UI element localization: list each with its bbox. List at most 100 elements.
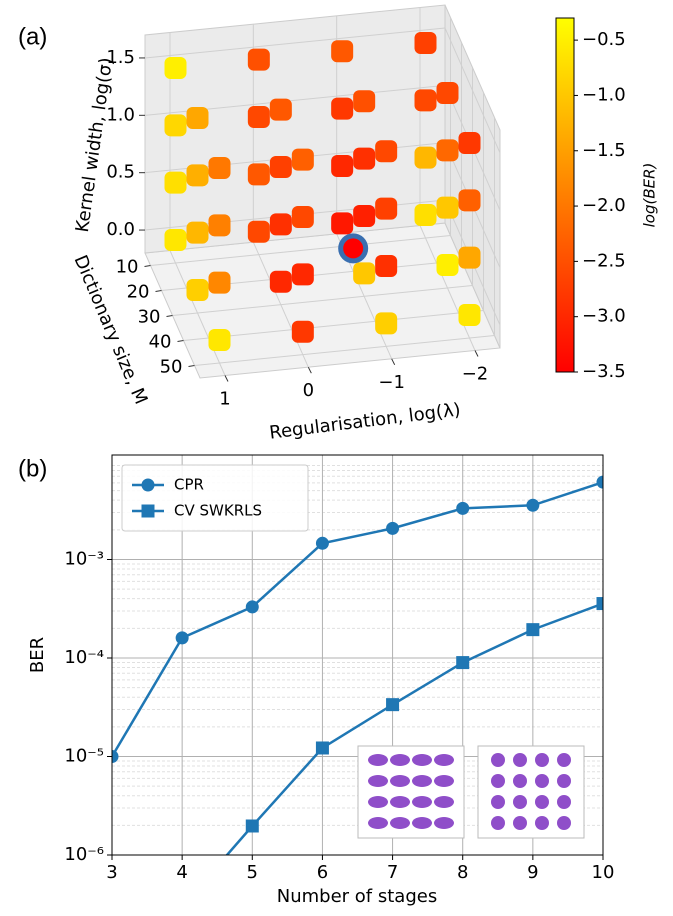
point <box>269 270 292 293</box>
marker <box>176 900 189 913</box>
constellation-cluster <box>535 774 549 788</box>
colorbar <box>555 17 575 373</box>
grid-line <box>150 235 451 266</box>
constellation-cluster <box>390 817 410 829</box>
plot-lines <box>112 475 603 913</box>
legend-marker <box>141 478 155 492</box>
colorbar-label: log(BER) <box>641 163 659 228</box>
x-tick-label: 1 <box>219 389 230 410</box>
grid-line <box>183 310 484 341</box>
point <box>247 48 270 71</box>
point <box>414 146 437 169</box>
constellation-cluster <box>557 753 571 767</box>
point <box>208 156 231 179</box>
marker <box>175 631 189 645</box>
point <box>375 140 398 163</box>
point <box>247 105 270 128</box>
x-tick-label: 5 <box>247 862 258 883</box>
constellation-cluster <box>513 753 527 767</box>
point <box>186 106 209 129</box>
tick-mark <box>224 375 229 382</box>
point <box>353 205 376 228</box>
point <box>247 220 270 243</box>
point <box>375 255 398 278</box>
marker <box>526 623 540 637</box>
constellation-cluster <box>434 754 454 766</box>
constellation-cluster <box>368 754 388 766</box>
grid-line <box>172 285 473 316</box>
y-tick-label: 30 <box>138 307 161 328</box>
constellation-cluster <box>390 796 410 808</box>
x-tick-label: 4 <box>176 862 187 883</box>
constellation-cluster <box>557 774 571 788</box>
colorbar-tick-label: −3.0 <box>582 306 626 327</box>
point <box>186 221 209 244</box>
point <box>353 90 376 113</box>
point <box>164 229 187 252</box>
constellation-cluster <box>491 816 505 830</box>
constellation-cluster <box>513 774 527 788</box>
marker <box>386 521 400 535</box>
point <box>414 204 437 227</box>
point <box>436 81 459 104</box>
tick-mark <box>188 365 195 367</box>
marker <box>315 741 329 755</box>
point <box>331 155 354 178</box>
y-tick-label: 10⁻⁶ <box>64 844 104 865</box>
point <box>291 148 314 171</box>
x-tick-label: 10 <box>592 862 615 883</box>
x-tick-label: 7 <box>387 862 398 883</box>
constellation-cluster <box>390 754 410 766</box>
marker <box>112 749 119 763</box>
point <box>458 189 481 212</box>
grid-line <box>194 335 495 366</box>
marker <box>456 656 470 670</box>
tick-mark <box>155 290 162 292</box>
constellation-cluster <box>491 753 505 767</box>
line <box>112 480 603 758</box>
x-tick-label: 3 <box>106 862 117 883</box>
x-tick-label: 9 <box>527 862 538 883</box>
colorbar-tick-label: −1.0 <box>582 84 626 105</box>
point <box>186 164 209 187</box>
marker <box>456 501 470 515</box>
legend-label: CV SWKRLS <box>174 502 262 520</box>
point <box>208 214 231 237</box>
colorbar-tick-label: −2.5 <box>582 250 626 271</box>
point <box>375 312 398 335</box>
point <box>164 56 187 79</box>
point <box>269 213 292 236</box>
x-tick-label: 0 <box>303 380 314 401</box>
point <box>353 147 376 170</box>
point <box>353 262 376 285</box>
point <box>436 196 459 219</box>
point <box>331 212 354 235</box>
constellation-cluster <box>434 796 454 808</box>
constellation-cluster <box>412 817 432 829</box>
x-tick-label: 8 <box>457 862 468 883</box>
legend-label: CPR <box>174 476 204 494</box>
point <box>186 279 209 302</box>
constellation-cluster <box>434 775 454 787</box>
y-tick-label: 10⁻⁵ <box>64 745 104 766</box>
constellation-cluster <box>412 754 432 766</box>
point <box>436 139 459 162</box>
point <box>331 97 354 120</box>
z-tick-label: 1.5 <box>106 47 135 68</box>
marker <box>596 597 603 611</box>
constellation-cluster <box>513 816 527 830</box>
constellation-cluster <box>513 795 527 809</box>
point <box>458 304 481 327</box>
constellation-cluster <box>535 795 549 809</box>
point <box>458 246 481 269</box>
colorbar-tick-label: −0.5 <box>582 29 626 50</box>
grid-line <box>444 27 501 154</box>
y-tick-label: 10⁻³ <box>64 548 104 569</box>
constellation-cluster <box>368 817 388 829</box>
constellation-cluster <box>434 817 454 829</box>
constellation-cluster <box>368 796 388 808</box>
point <box>208 329 231 352</box>
point <box>291 263 314 286</box>
marker <box>315 536 329 550</box>
